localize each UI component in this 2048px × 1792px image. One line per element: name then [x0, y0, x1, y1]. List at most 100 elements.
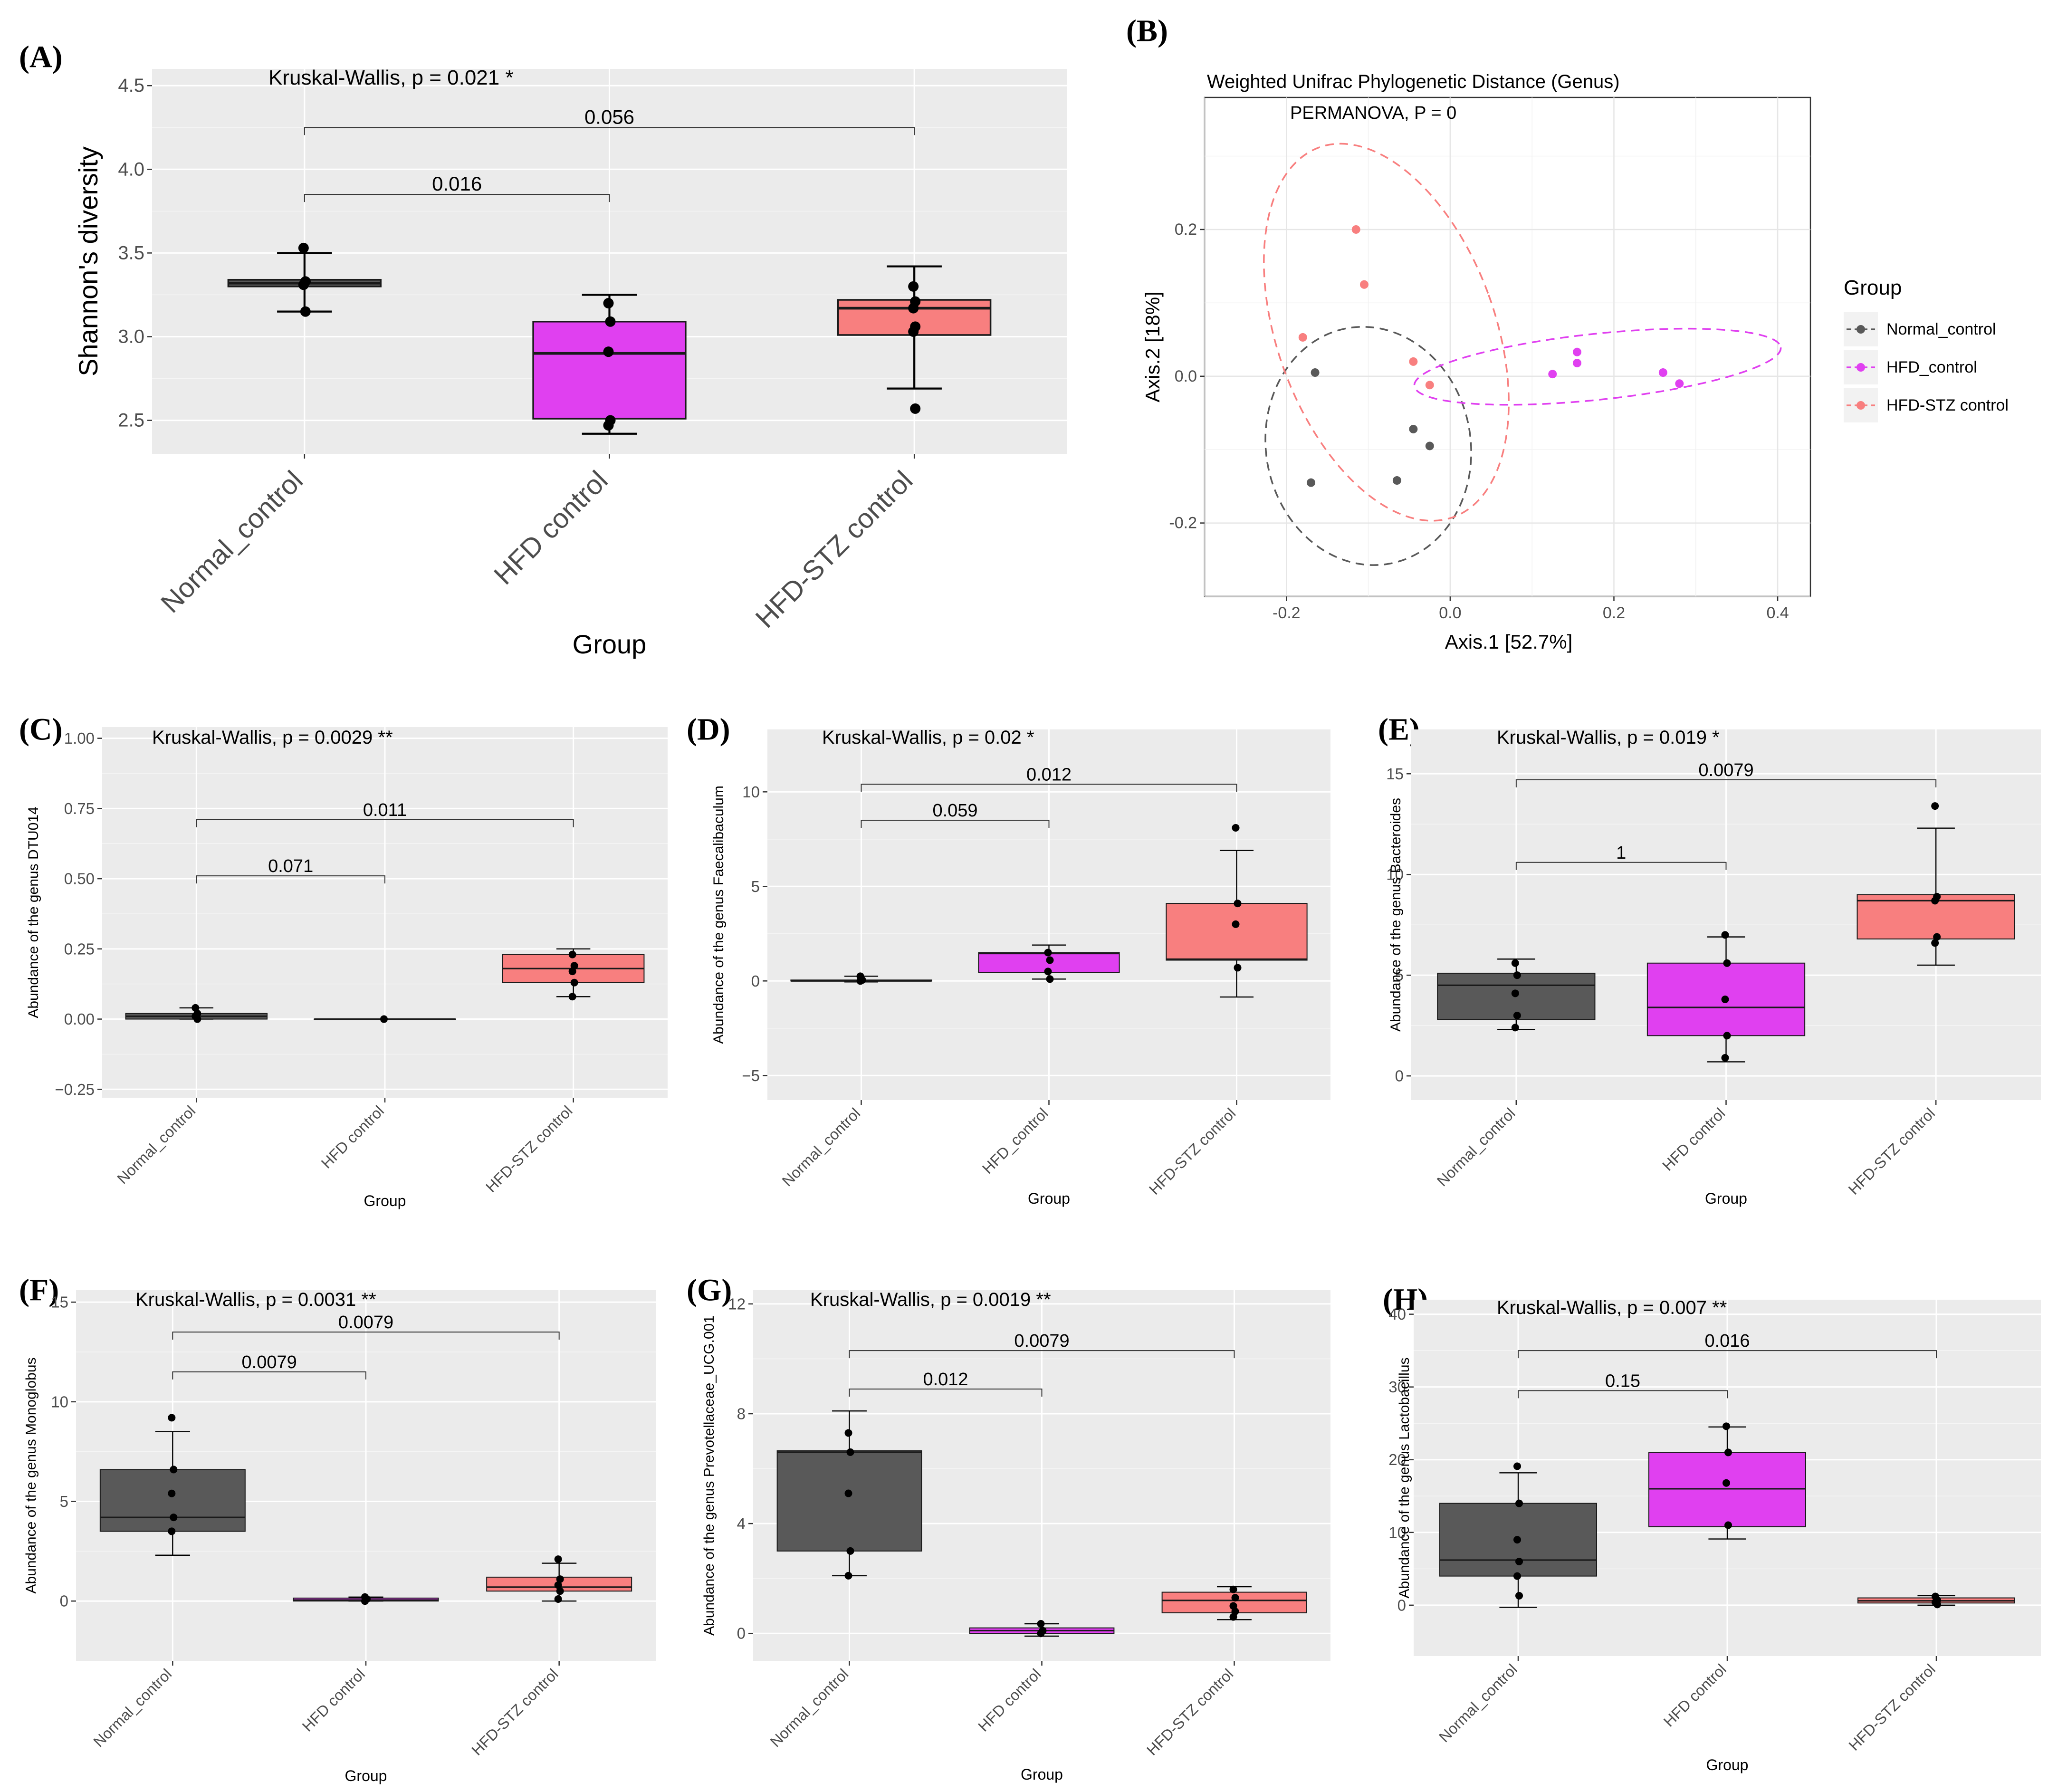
data-point: [168, 1527, 176, 1535]
legend-item: HFD-STZ control: [1844, 388, 2009, 422]
significance-bracket: [196, 819, 574, 827]
legend-label: HFD_control: [1886, 358, 1977, 376]
data-point: [908, 281, 919, 292]
data-point: [1232, 824, 1240, 832]
bracket-p-value: 0.012: [1026, 765, 1072, 785]
y-tick-label: 0.25: [64, 940, 95, 958]
data-point: [556, 1587, 564, 1595]
x-tick-label: HFD control: [318, 1102, 387, 1171]
data-point: [1298, 333, 1307, 342]
y-tick-label: 40: [1388, 1305, 1406, 1323]
bracket-p-value: 0.0079: [242, 1352, 297, 1372]
kruskal-wallis-annotation: Kruskal-Wallis, p = 0.0031 **: [135, 1289, 376, 1310]
box-0: [125, 1004, 268, 1023]
y-tick-label: 0: [751, 972, 760, 990]
data-point: [1721, 931, 1729, 939]
data-point: [568, 993, 576, 1001]
panel-c: (C) −0.25 0.00 0.25 0.50 0.75 1.00 Normal_contr…: [19, 712, 668, 1209]
data-point: [1037, 1629, 1045, 1638]
y-axis-title: Abundance of the genus Prevotellaceae_UC…: [701, 1315, 717, 1636]
box-1: [314, 1015, 456, 1023]
significance-bracket: [196, 875, 385, 884]
data-point: [1425, 441, 1434, 450]
y-axis-title: Shannon's diversity: [73, 146, 103, 376]
data-point: [1037, 1620, 1045, 1628]
x-tick-label: HFD-STZ control: [1143, 1665, 1236, 1758]
data-point: [1229, 1585, 1237, 1593]
y-axis-title: Abundance of the genus Lactobacillus: [1397, 1357, 1412, 1598]
panel-label: (C): [19, 712, 63, 747]
kruskal-wallis-annotation: Kruskal-Wallis, p = 0.0019 **: [810, 1289, 1051, 1310]
data-point: [1723, 1479, 1730, 1487]
data-point: [1572, 347, 1581, 356]
box-iqr: [1166, 903, 1308, 961]
x-tick-label: Normal_control: [90, 1665, 175, 1750]
y-tick-label: 5: [1395, 967, 1404, 984]
x-axis-title: Group: [1705, 1190, 1747, 1207]
confidence-ellipse: [1264, 326, 1472, 566]
y-tick-label: 5: [751, 878, 760, 895]
box-0: [1437, 958, 1596, 1032]
panel-f: (F) 0 5 10 15 Normal_control HFD control HFD-ST…: [19, 1273, 656, 1784]
kruskal-wallis-annotation: Kruskal-Wallis, p = 0.02 *: [822, 727, 1034, 748]
x-axis-title: Group: [573, 629, 647, 659]
x-tick-label: Normal_control: [1434, 1104, 1519, 1189]
legend-key-point: [1857, 325, 1865, 334]
data-point: [1311, 368, 1320, 377]
data-point: [1931, 939, 1939, 947]
panel-g: (G) 0 4 8 12 Normal_control HFD control HFD-STZ…: [687, 1273, 1330, 1783]
legend-label: HFD-STZ control: [1886, 396, 2009, 414]
x-tick-label: 0.2: [1603, 604, 1625, 622]
x-tick-label: HFD-STZ control: [1146, 1104, 1239, 1198]
data-point: [1572, 358, 1581, 367]
data-point: [554, 1555, 562, 1563]
data-point: [1046, 975, 1054, 983]
bracket-p-value: 0.0079: [1698, 760, 1753, 780]
box-1: [969, 1620, 1115, 1638]
box-0: [790, 972, 932, 985]
y-tick-label: 0.00: [64, 1010, 95, 1028]
data-point: [1513, 1011, 1521, 1019]
bracket-p-value: 0.059: [932, 801, 977, 821]
y-tick-label: 30: [1388, 1378, 1406, 1396]
data-point: [1392, 476, 1401, 485]
data-point: [1721, 1054, 1729, 1062]
data-point: [1513, 971, 1521, 979]
y-tick-label: 10: [1386, 866, 1404, 883]
permanova-annotation: PERMANOVA, P = 0: [1290, 103, 1456, 123]
significance-bracket: [172, 1332, 560, 1340]
box-2: [1857, 802, 2015, 966]
data-point: [554, 1581, 562, 1589]
y-tick-label: 0.75: [64, 800, 95, 817]
data-point: [1724, 1521, 1732, 1529]
data-point: [361, 1597, 369, 1605]
x-tick-label: 0.0: [1439, 604, 1461, 622]
kruskal-wallis-annotation: Kruskal-Wallis, p = 0.019 *: [1497, 727, 1720, 748]
x-tick-label: HFD-STZ control: [1846, 1660, 1939, 1754]
bracket-p-value: 1: [1616, 843, 1626, 863]
data-point: [298, 279, 309, 290]
bracket-p-value: 0.016: [432, 172, 482, 195]
bracket-p-value: 0.0079: [1014, 1331, 1069, 1351]
data-point: [1515, 1558, 1523, 1566]
y-tick-label: 15: [1386, 765, 1404, 783]
data-point: [1306, 478, 1315, 487]
y-tick-label: 3.0: [118, 326, 144, 347]
x-axis-title: Group: [345, 1767, 387, 1784]
data-point: [298, 242, 309, 253]
kruskal-wallis-annotation: Kruskal-Wallis, p = 0.0029 **: [152, 727, 393, 748]
y-axis-title: Abundance of the genus Faecalibaculum: [711, 786, 727, 1044]
panel-d: (D) −5 0 5 10 Normal_control HFD_control HFD-ST…: [687, 712, 1330, 1207]
data-point: [1425, 381, 1434, 390]
data-point: [844, 1572, 852, 1580]
x-axis-title: Axis.1 [52.7%]: [1445, 631, 1572, 653]
data-point: [168, 1489, 176, 1497]
data-point: [568, 950, 576, 958]
box-2: [837, 265, 992, 414]
x-tick-label: HFD-STZ control: [749, 465, 919, 634]
x-tick-label: HFD control: [488, 465, 614, 591]
box-0: [776, 1410, 922, 1580]
box-0: [99, 1414, 246, 1556]
